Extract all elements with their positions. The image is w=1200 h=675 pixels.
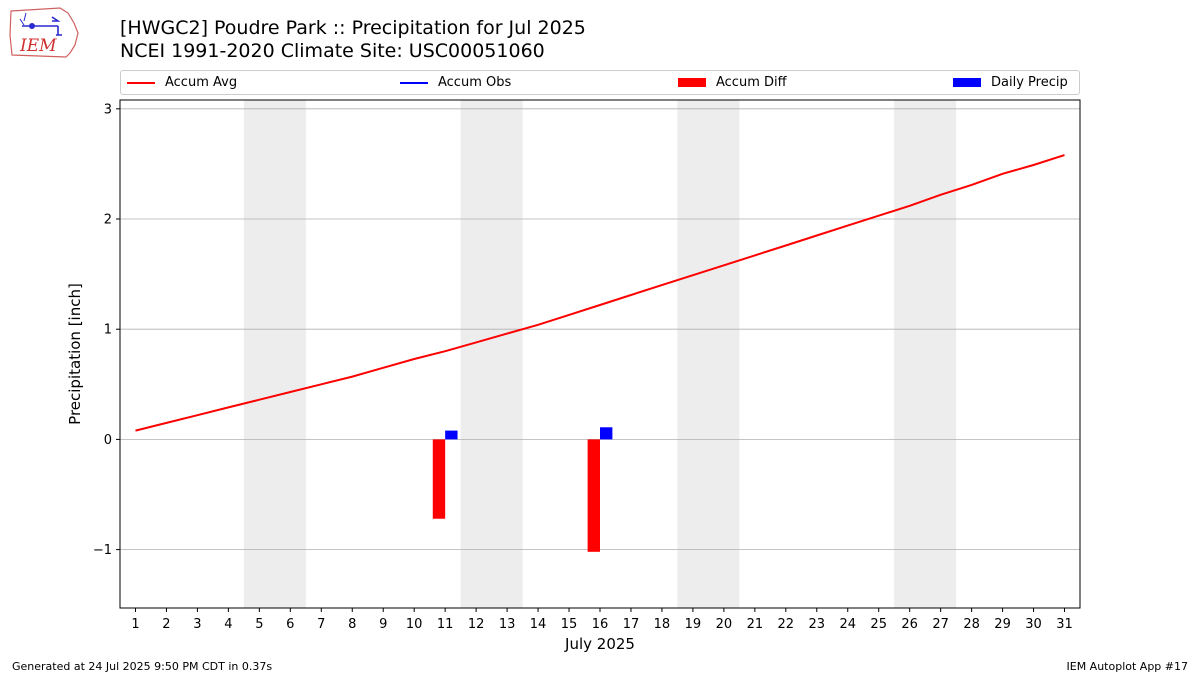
x-tick-label: 9 [379, 617, 387, 632]
legend: Accum Avg Accum Obs Accum Diff Daily Pre… [120, 70, 1080, 95]
y-tick-label: 0 [104, 433, 112, 448]
legend-item-accum-avg: Accum Avg [127, 71, 237, 94]
x-tick-label: 8 [348, 617, 356, 632]
x-tick-label: 31 [1056, 617, 1073, 632]
x-tick-label: 5 [255, 617, 263, 632]
legend-label-daily-precip: Daily Precip [991, 75, 1068, 90]
x-tick-label: 4 [224, 617, 232, 632]
x-tick-label: 17 [623, 617, 640, 632]
legend-label-accum-diff: Accum Diff [716, 75, 787, 90]
x-tick-label: 22 [778, 617, 795, 632]
accum-diff-bar [587, 439, 600, 552]
weekend-band-1 [243, 100, 306, 608]
legend-item-daily-precip: Daily Precip [953, 71, 1068, 94]
y-axis-ticks: −1 0 1 2 3 [93, 102, 120, 558]
legend-label-accum-obs: Accum Obs [438, 75, 512, 90]
x-tick-label: 30 [1025, 617, 1042, 632]
legend-swatch-accum-obs [400, 81, 428, 84]
x-tick-label: 6 [286, 617, 294, 632]
iem-logo: IEM [9, 7, 79, 58]
iem-logo-text: IEM [19, 36, 57, 56]
weekend-band-3 [677, 100, 740, 608]
legend-label-accum-avg: Accum Avg [165, 75, 238, 90]
chart-subtitle: NCEI 1991-2020 Climate Site: USC00051060 [120, 40, 545, 62]
weekend-shading [243, 100, 957, 608]
y-tick-label: −1 [93, 543, 112, 558]
x-tick-label: 20 [716, 617, 733, 632]
x-tick-label: 13 [499, 617, 516, 632]
legend-swatch-accum-avg [127, 81, 155, 84]
x-axis-ticks: 1 2 3 4 5 6 7 8 9 10 11 12 13 14 15 16 17 18 19 20 21 22 23 24 2… [131, 608, 1073, 632]
x-tick-label: 10 [406, 617, 423, 632]
accum-diff-bar [432, 439, 446, 519]
x-tick-label: 19 [685, 617, 702, 632]
y-tick-label: 1 [104, 323, 112, 338]
x-tick-label: 16 [592, 617, 609, 632]
x-tick-label: 27 [932, 617, 949, 632]
x-tick-label: 1 [131, 617, 139, 632]
x-tick-label: 28 [963, 617, 980, 632]
x-tick-label: 21 [747, 617, 764, 632]
x-tick-label: 3 [193, 617, 201, 632]
daily-precip-bar [445, 430, 458, 440]
x-tick-label: 14 [530, 617, 547, 632]
x-tick-label: 11 [437, 617, 454, 632]
weekend-band-2 [460, 100, 523, 608]
bars [432, 427, 613, 552]
x-tick-label: 2 [162, 617, 170, 632]
series-lines [135, 154, 1065, 432]
x-tick-label: 23 [809, 617, 826, 632]
x-tick-label: 15 [561, 617, 578, 632]
legend-swatch-daily-precip [953, 78, 981, 87]
x-tick-label: 25 [870, 617, 887, 632]
footer-generated: Generated at 24 Jul 2025 9:50 PM CDT in … [12, 660, 273, 673]
x-tick-label: 29 [994, 617, 1011, 632]
x-tick-label: 7 [317, 617, 325, 632]
daily-precip-bar [600, 427, 613, 440]
x-tick-label: 26 [901, 617, 918, 632]
chart-title: [HWGC2] Poudre Park :: Precipitation for… [120, 17, 586, 39]
legend-item-accum-diff: Accum Diff [678, 71, 787, 94]
footer-app: IEM Autoplot App #17 [1066, 660, 1189, 673]
legend-item-accum-obs: Accum Obs [400, 71, 511, 94]
legend-swatch-accum-diff [678, 78, 706, 87]
y-tick-label: 3 [104, 102, 112, 117]
x-tick-label: 24 [839, 617, 856, 632]
x-tick-label: 12 [468, 617, 485, 632]
y-tick-label: 2 [104, 213, 112, 228]
y-axis-label: Precipitation [inch] [66, 283, 84, 425]
x-axis-label: July 2025 [564, 635, 635, 653]
accum-avg-line [135, 154, 1065, 432]
weekend-band-4 [894, 100, 957, 608]
x-tick-label: 18 [654, 617, 671, 632]
